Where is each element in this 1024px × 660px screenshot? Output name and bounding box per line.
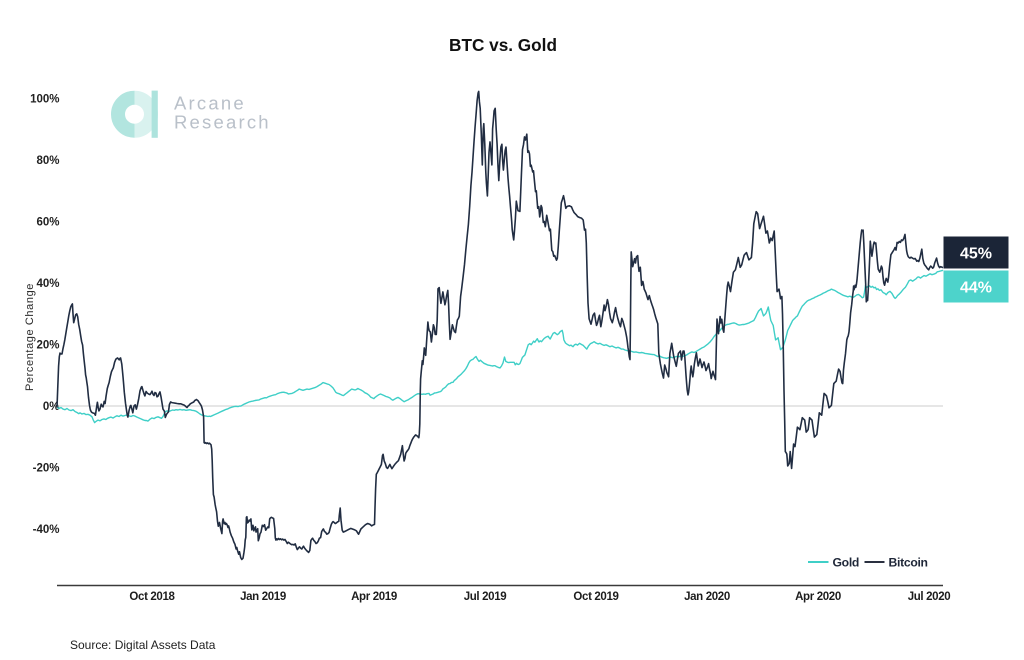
svg-text:Gold: Gold <box>833 556 860 570</box>
svg-text:44%: 44% <box>960 280 992 297</box>
svg-text:BTC vs. Gold: BTC vs. Gold <box>449 35 557 55</box>
svg-text:Arcane: Arcane <box>174 93 246 114</box>
svg-text:Percentage Change: Percentage Change <box>24 283 36 391</box>
svg-text:100%: 100% <box>30 94 59 106</box>
svg-text:Oct 2018: Oct 2018 <box>129 591 175 603</box>
svg-text:Jul 2020: Jul 2020 <box>908 591 951 603</box>
svg-text:45%: 45% <box>960 246 992 263</box>
svg-text:40%: 40% <box>36 278 59 290</box>
svg-text:Apr 2019: Apr 2019 <box>351 591 397 603</box>
svg-text:Source: Digital Assets Data: Source: Digital Assets Data <box>70 638 216 652</box>
svg-text:Oct 2019: Oct 2019 <box>573 591 618 603</box>
svg-text:Jan 2019: Jan 2019 <box>240 591 286 603</box>
svg-text:20%: 20% <box>36 340 59 352</box>
svg-text:Jul 2019: Jul 2019 <box>464 591 507 603</box>
svg-text:-40%: -40% <box>33 524 60 536</box>
svg-text:Jan 2020: Jan 2020 <box>684 591 730 603</box>
svg-text:0%: 0% <box>43 401 60 413</box>
svg-text:-20%: -20% <box>33 463 60 475</box>
svg-text:Apr 2020: Apr 2020 <box>795 591 841 603</box>
svg-text:60%: 60% <box>36 217 59 229</box>
svg-text:Research: Research <box>174 112 271 133</box>
svg-text:Bitcoin: Bitcoin <box>889 556 928 570</box>
svg-text:80%: 80% <box>36 155 59 167</box>
